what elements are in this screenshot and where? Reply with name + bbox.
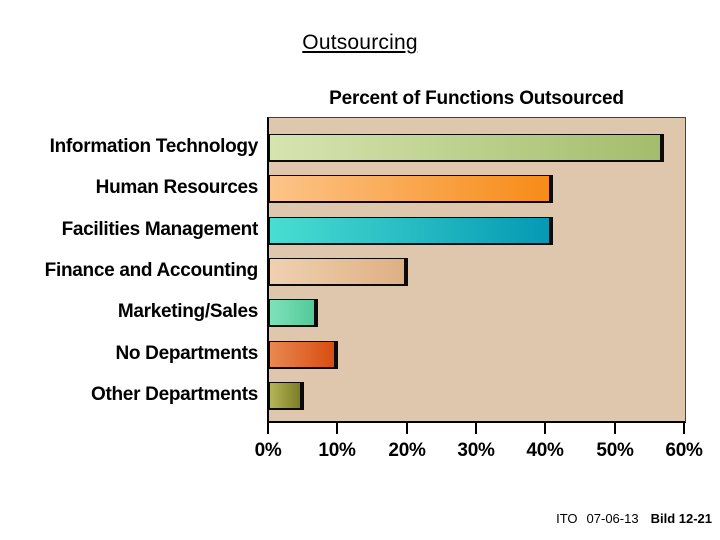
category-label-other-departments: Other Departments: [91, 384, 258, 405]
x-axis-tick: [267, 422, 269, 434]
footer-date: 07-06-13: [586, 511, 639, 526]
x-axis-tick-label: 30%: [457, 440, 495, 461]
x-axis-tick: [336, 422, 338, 434]
x-axis-tick: [614, 422, 616, 434]
x-axis-tick-label: 50%: [596, 440, 634, 461]
category-label-marketing-sales: Marketing/Sales: [117, 301, 258, 322]
category-label-no-departments: No Departments: [115, 343, 258, 364]
plot-area: [267, 117, 686, 423]
footer-doc-code: ITO: [556, 511, 578, 526]
x-axis-tick-label: 0%: [254, 440, 282, 461]
bar-finance-and-accounting: [269, 258, 408, 286]
bar-facilities-management: [269, 217, 553, 245]
x-axis-tick: [544, 422, 546, 434]
x-axis-tick: [683, 422, 685, 434]
x-axis-tick: [406, 422, 408, 434]
category-label-information-technology: Information Technology: [49, 136, 259, 157]
bar-other-departments: [269, 382, 304, 410]
x-axis-tick-label: 40%: [526, 440, 564, 461]
footer: ITO 07-06-13 Bild 12-21: [556, 511, 712, 526]
bar-human-resources: [269, 175, 553, 203]
page-title: Outsourcing: [302, 31, 418, 54]
footer-slide-ref: Bild 12-21: [650, 511, 712, 526]
bar-no-departments: [269, 341, 338, 369]
category-label-human-resources: Human Resources: [95, 177, 259, 198]
chart-title: Percent of Functions Outsourced: [329, 88, 624, 109]
x-axis-tick-label: 10%: [318, 440, 356, 461]
category-label-facilities-management: Facilities Management: [61, 219, 259, 240]
bar-marketing-sales: [269, 299, 318, 327]
category-label-finance-and-accounting: Finance and Accounting: [44, 260, 259, 281]
x-axis-tick-label: 20%: [388, 440, 426, 461]
x-axis-tick: [475, 422, 477, 434]
x-axis-tick-label: 60%: [665, 440, 703, 461]
bar-information-technology: [269, 134, 664, 162]
